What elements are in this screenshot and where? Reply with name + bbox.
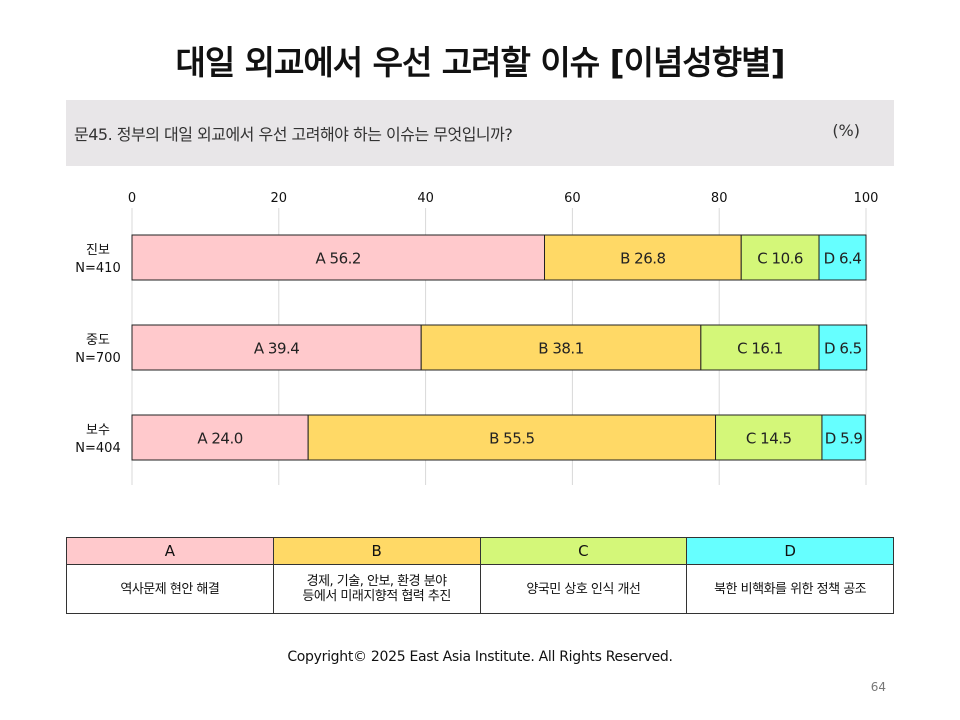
- bar-c: [715, 414, 823, 461]
- legend-table: A B C D 역사문제 현안 해결 경제, 기술, 안보, 환경 분야 등에서…: [66, 537, 894, 614]
- category-n: N=410: [75, 261, 120, 276]
- data-label: A 24.0: [197, 430, 242, 448]
- data-label: C 10.6: [757, 250, 803, 268]
- category-n: N=700: [75, 351, 120, 366]
- page-number: 64: [870, 680, 886, 694]
- legend-desc-c-line: 양국민 상호 인식 개선: [526, 581, 641, 597]
- category-label: 진보: [86, 243, 110, 258]
- bar-b: [307, 414, 717, 461]
- data-label: B 26.8: [620, 250, 665, 268]
- x-tick-label: 60: [564, 191, 581, 206]
- bar-b: [420, 324, 702, 371]
- stacked-bar-chart: 0 20 40 60 80 100 A 56.2 B 26.8 C 10.6 D 6.4 진보 N=4…: [75, 191, 879, 485]
- x-tick-label: 40: [417, 191, 434, 206]
- data-label: C 14.5: [746, 430, 792, 448]
- question-box: 문45. 정부의 대일 외교에서 우선 고려해야 하는 이슈는 무엇입니까? (…: [66, 100, 894, 166]
- legend-desc-b-line-1: 경제, 기술, 안보, 환경 분야: [306, 574, 448, 589]
- legend-header-a: A: [66, 537, 274, 565]
- bar-d: [821, 414, 866, 461]
- legend-header-c: C: [479, 537, 688, 565]
- bar-d: [818, 324, 868, 371]
- category-label: 보수: [86, 423, 110, 438]
- legend-desc-d: 북한 비핵화를 위한 정책 공조: [686, 564, 894, 614]
- x-tick-label: 80: [711, 191, 728, 206]
- data-label: C 16.1: [737, 340, 783, 358]
- x-tick-label: 0: [128, 191, 136, 206]
- legend-desc-b: 경제, 기술, 안보, 환경 분야 등에서 미래지향적 협력 추진: [272, 564, 481, 614]
- copyright: Copyright© 2025 East Asia Institute. All…: [287, 649, 673, 665]
- data-label: B 38.1: [538, 340, 583, 358]
- bar-c: [700, 324, 820, 371]
- category-label: 중도: [86, 333, 110, 348]
- legend-header-d: D: [686, 537, 894, 565]
- question-text: 문45. 정부의 대일 외교에서 우선 고려해야 하는 이슈는 무엇입니까?: [74, 125, 513, 144]
- legend-desc-c: 양국민 상호 인식 개선: [479, 564, 688, 614]
- data-label: B 55.5: [489, 430, 534, 448]
- category-n: N=404: [75, 441, 120, 456]
- legend-desc-d-line: 북한 비핵화를 위한 정책 공조: [714, 581, 867, 597]
- x-tick-label: 100: [854, 191, 879, 206]
- legend-description-row: 역사문제 현안 해결 경제, 기술, 안보, 환경 분야 등에서 미래지향적 협…: [66, 564, 894, 614]
- bar-a: [131, 414, 309, 461]
- page-title: 대일 외교에서 우선 고려할 이슈 [이념성향별]: [175, 43, 785, 82]
- data-label: A 56.2: [316, 250, 361, 268]
- legend-desc-a-line: 역사문제 현안 해결: [120, 581, 220, 597]
- data-label: D 5.9: [825, 430, 863, 448]
- legend-desc-b-line-2: 등에서 미래지향적 협력 추진: [302, 589, 451, 604]
- data-label: D 6.5: [824, 340, 862, 358]
- bar-a: [131, 324, 422, 371]
- data-label: A 39.4: [254, 340, 299, 358]
- unit-label: (%): [832, 121, 860, 140]
- bar-d: [818, 234, 867, 281]
- data-label: D 6.4: [824, 250, 862, 268]
- legend-header-row: A B C D: [66, 537, 894, 565]
- legend-desc-a: 역사문제 현안 해결: [66, 564, 274, 614]
- x-tick-label: 20: [271, 191, 288, 206]
- legend-header-b: B: [272, 537, 481, 565]
- bar-a: [131, 234, 546, 281]
